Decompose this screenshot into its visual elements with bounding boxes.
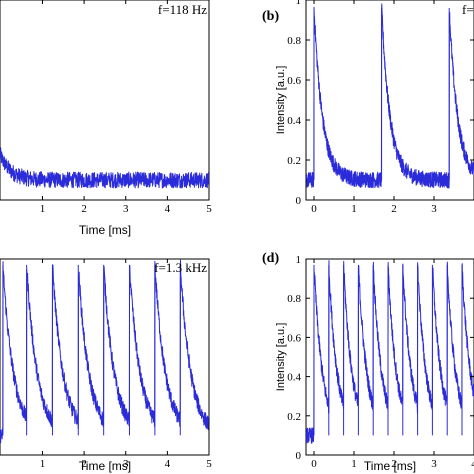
panel-a-plot <box>0 147 209 189</box>
panel-c-frame <box>0 258 210 456</box>
panel-a-x-label: Time [ms] <box>79 223 131 237</box>
panel-a: 1 2 3 4 5 f=118 Hz Time [ms] <box>0 0 212 237</box>
x-tick-label: 3 <box>431 203 437 215</box>
x-tick-label: 4 <box>471 458 474 470</box>
x-tick-label: 2 <box>81 458 87 470</box>
panel-a-x-ticks: 1 2 3 4 5 <box>40 0 212 215</box>
panel-c-x-label: Time [ms] <box>79 459 131 473</box>
panel-b: 0 1 2 3 0 0.2 0.4 0.6 0.8 1 (b) f= Intensity [a.… <box>262 0 474 215</box>
y-tick-label: 0.6 <box>287 75 301 87</box>
panel-d: 0 1 2 3 4 0 0.2 0.4 0.6 0.8 1 (d) Intensity [a.u.… <box>262 251 474 473</box>
panel-a-signal-line <box>0 147 209 189</box>
panel-c-plot <box>0 259 209 444</box>
panel-d-y-label: Intensity [a.u.] <box>275 323 287 391</box>
x-tick-label: 5 <box>206 203 212 215</box>
y-tick-label: 0.8 <box>287 293 301 305</box>
panel-d-plot <box>306 260 474 444</box>
x-tick-label: 1 <box>40 458 46 470</box>
y-tick-label: 0.2 <box>287 411 301 423</box>
panel-d-x-label: Time [ms] <box>364 459 416 473</box>
panel-b-y-label: Intensity [a.u.] <box>275 66 287 134</box>
panel-d-y-ticks: 0 0.2 0.4 0.6 0.8 1 <box>287 254 474 462</box>
x-tick-label: 2 <box>391 203 397 215</box>
y-tick-label: 0.8 <box>287 35 301 47</box>
x-tick-label: 2 <box>391 458 397 470</box>
x-tick-label: 0 <box>311 203 317 215</box>
y-tick-label: 0.4 <box>287 372 301 384</box>
panel-b-y-ticks: 0 0.2 0.4 0.6 0.8 1 <box>287 0 474 207</box>
panel-b-signal-line <box>306 3 474 189</box>
x-tick-label: 4 <box>165 203 171 215</box>
panel-b-plot <box>306 3 474 189</box>
panel-c-x-ticks: 1 2 3 4 5 <box>40 259 212 470</box>
y-tick-label: 0 <box>296 195 302 207</box>
panel-b-frame <box>305 0 474 201</box>
y-tick-label: 1 <box>296 254 302 266</box>
panel-c: 1 2 3 4 5 f=1.3 kHz Time [ms] <box>0 258 212 473</box>
panel-c-annotation: f=1.3 kHz <box>154 260 207 275</box>
x-tick-label: 3 <box>431 458 437 470</box>
y-tick-label: 0 <box>296 450 302 462</box>
panel-d-signal-line <box>306 260 474 444</box>
panel-d-frame <box>305 258 474 456</box>
y-tick-label: 0.4 <box>287 115 301 127</box>
panel-b-label: (b) <box>262 9 279 24</box>
x-tick-label: 1 <box>351 458 357 470</box>
x-tick-label: 3 <box>123 203 129 215</box>
x-tick-label: 2 <box>81 203 87 215</box>
y-tick-label: 1 <box>296 0 302 7</box>
panel-d-label: (d) <box>262 251 279 266</box>
panel-c-signal-line <box>0 259 209 444</box>
x-tick-label: 1 <box>40 203 46 215</box>
x-tick-label: 1 <box>351 203 357 215</box>
y-tick-label: 0.2 <box>287 155 301 167</box>
panel-b-annotation: f= <box>462 2 474 17</box>
panel-b-x-ticks: 0 1 2 3 <box>311 0 437 215</box>
panel-a-frame <box>0 0 210 201</box>
y-tick-label: 0.6 <box>287 332 301 344</box>
panel-a-annotation: f=118 Hz <box>158 2 207 17</box>
x-tick-label: 4 <box>165 458 171 470</box>
panel-d-x-ticks: 0 1 2 3 4 <box>311 259 474 470</box>
x-tick-label: 0 <box>311 458 317 470</box>
x-tick-label: 5 <box>206 458 212 470</box>
x-tick-label: 3 <box>123 458 129 470</box>
